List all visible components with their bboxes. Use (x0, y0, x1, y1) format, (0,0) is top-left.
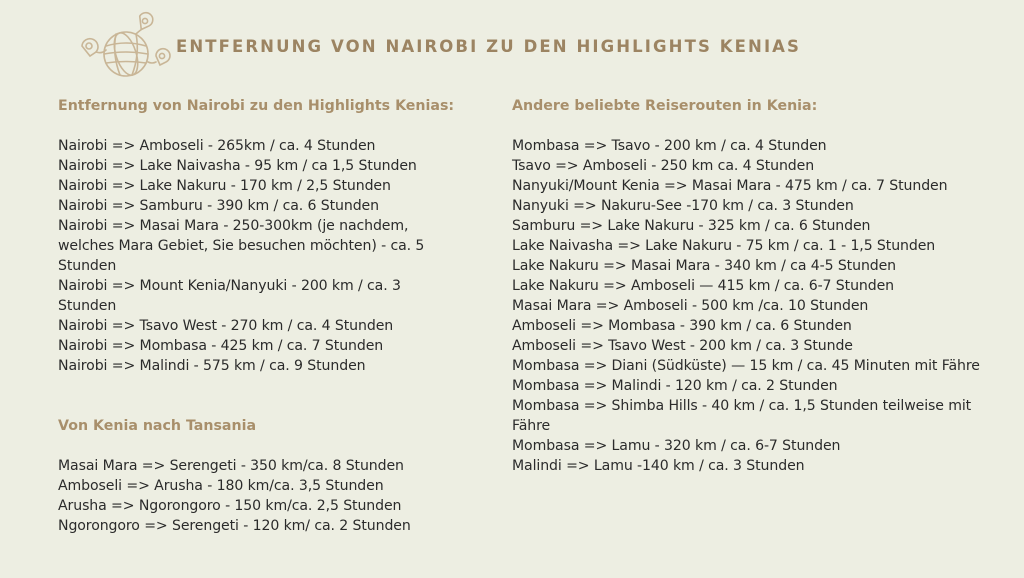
kenia-tansania-section: Von Kenia nach Tansania Masai Mara => Se… (58, 416, 478, 536)
right-column: Andere beliebte Reiserouten in Kenia: Mo… (512, 96, 1002, 476)
list-item: Nairobi => Masai Mara - 250-300km (je na… (58, 218, 425, 274)
list-item: Masai Mara => Serengeti - 350 km/ca. 8 S… (58, 458, 404, 474)
list-item: Nairobi => Amboseli - 265km / ca. 4 Stun… (58, 138, 376, 154)
section-heading-kenia-tansania: Von Kenia nach Tansania (58, 418, 257, 434)
list-item: Lake Naivasha => Lake Nakuru - 75 km / c… (512, 238, 936, 254)
list-item: Masai Mara => Amboseli - 500 km /ca. 10 … (512, 298, 869, 314)
list-item: Nairobi => Mount Kenia/Nanyuki - 200 km … (58, 278, 401, 314)
list-item: Lake Nakuru => Amboseli — 415 km / ca. 6… (512, 278, 894, 294)
list-item: Ngorongoro => Serengeti - 120 km/ ca. 2 … (58, 518, 411, 534)
section-heading-other-routes: Andere beliebte Reiserouten in Kenia: (512, 98, 818, 114)
list-item: Amboseli => Mombasa - 390 km / ca. 6 Stu… (512, 318, 852, 334)
list-item: Mombasa => Malindi - 120 km / ca. 2 Stun… (512, 378, 838, 394)
list-item: Nairobi => Malindi - 575 km / ca. 9 Stun… (58, 358, 366, 374)
list-item: Mombasa => Diani (Südküste) — 15 km / ca… (512, 358, 980, 374)
globe-with-map-pins-icon (76, 10, 176, 82)
list-item: Tsavo => Amboseli - 250 km ca. 4 Stunden (512, 158, 815, 174)
list-item: Lake Nakuru => Masai Mara - 340 km / ca … (512, 258, 897, 274)
list-item: Nairobi => Samburu - 390 km / ca. 6 Stun… (58, 198, 379, 214)
list-item: Nanyuki/Mount Kenia => Masai Mara - 475 … (512, 178, 948, 194)
list-item: Nanyuki => Nakuru-See -170 km / ca. 3 St… (512, 198, 854, 214)
list-item: Amboseli => Tsavo West - 200 km / ca. 3 … (512, 338, 853, 354)
list-item: Samburu => Lake Nakuru - 325 km / ca. 6 … (512, 218, 871, 234)
list-item: Malindi => Lamu -140 km / ca. 3 Stunden (512, 458, 805, 474)
list-item: Arusha => Ngorongoro - 150 km/ca. 2,5 St… (58, 498, 402, 514)
left-column: Entfernung von Nairobi zu den Highlights… (58, 96, 478, 536)
other-routes-list: Mombasa => Tsavo - 200 km / ca. 4 Stunde… (512, 136, 1002, 476)
list-item: Mombasa => Tsavo - 200 km / ca. 4 Stunde… (512, 138, 827, 154)
list-item: Nairobi => Lake Naivasha - 95 km / ca 1,… (58, 158, 417, 174)
nairobi-distance-list: Nairobi => Amboseli - 265km / ca. 4 Stun… (58, 136, 478, 376)
list-item: Nairobi => Lake Nakuru - 170 km / 2,5 St… (58, 178, 391, 194)
list-item: Nairobi => Mombasa - 425 km / ca. 7 Stun… (58, 338, 384, 354)
list-item: Nairobi => Tsavo West - 270 km / ca. 4 S… (58, 318, 394, 334)
page-title: ENTFERNUNG VON NAIROBI ZU DEN HIGHLIGHTS… (176, 37, 802, 56)
list-item: Mombasa => Shimba Hills - 40 km / ca. 1,… (512, 398, 972, 434)
list-item: Mombasa => Lamu - 320 km / ca. 6-7 Stund… (512, 438, 841, 454)
kenia-tansania-list: Masai Mara => Serengeti - 350 km/ca. 8 S… (58, 456, 478, 536)
section-heading-nairobi-distances: Entfernung von Nairobi zu den Highlights… (58, 98, 455, 114)
list-item: Amboseli => Arusha - 180 km/ca. 3,5 Stun… (58, 478, 384, 494)
